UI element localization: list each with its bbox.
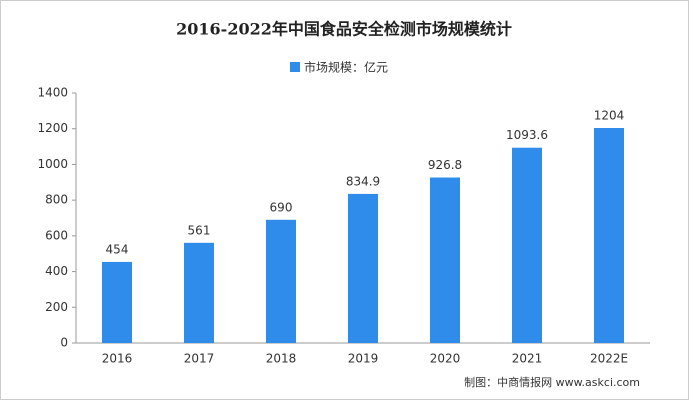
value-label: 454 — [106, 242, 129, 256]
x-tick-label: 2019 — [348, 352, 379, 366]
x-tick-label: 2017 — [184, 352, 215, 366]
bar — [184, 242, 214, 343]
value-label: 834.9 — [346, 174, 380, 188]
legend-label: 市场规模：亿元 — [304, 60, 388, 75]
y-tick-label: 600 — [45, 228, 68, 242]
x-tick-label: 2022E — [590, 352, 628, 366]
y-tick-label: 1400 — [37, 86, 68, 100]
value-label: 1093.6 — [506, 128, 548, 142]
y-tick-label: 1000 — [37, 157, 68, 171]
bar — [430, 177, 460, 343]
y-tick-label: 1200 — [37, 121, 68, 135]
bar — [102, 261, 132, 343]
y-tick-label: 0 — [60, 336, 68, 350]
value-label: 561 — [188, 223, 211, 237]
bar — [348, 193, 378, 343]
source: 制图：中商情报网 www.askci.com — [464, 375, 640, 389]
x-tick-label: 2021 — [512, 352, 543, 366]
value-label: 926.8 — [428, 158, 462, 172]
x-tick-label: 2016 — [102, 352, 133, 366]
bar — [594, 128, 624, 343]
x-tick-label: 2018 — [266, 352, 297, 366]
y-tick-label: 200 — [45, 300, 68, 314]
value-label: 1204 — [594, 109, 625, 123]
legend-swatch — [290, 62, 300, 72]
bar — [512, 147, 542, 343]
value-label: 690 — [270, 200, 293, 214]
bar — [266, 219, 296, 343]
x-tick-label: 2020 — [430, 352, 461, 366]
y-tick-label: 800 — [45, 193, 68, 207]
y-tick-label: 400 — [45, 264, 68, 278]
chart-title: 2016-2022年中国食品安全检测市场规模统计 — [176, 20, 512, 39]
